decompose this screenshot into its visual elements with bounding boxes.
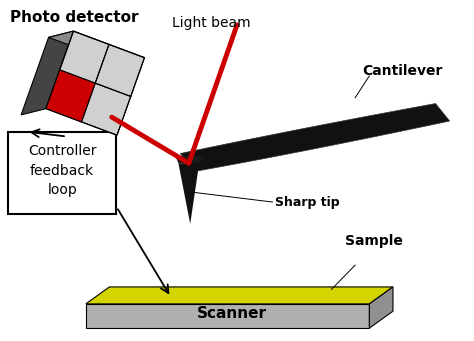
Text: Light beam: Light beam	[172, 16, 250, 30]
Polygon shape	[180, 104, 450, 172]
Polygon shape	[49, 31, 145, 64]
Text: Scanner: Scanner	[197, 306, 267, 321]
Polygon shape	[86, 287, 393, 304]
Polygon shape	[46, 70, 95, 122]
Text: Sharp tip: Sharp tip	[275, 195, 339, 209]
Polygon shape	[46, 31, 145, 135]
Polygon shape	[175, 156, 204, 163]
Text: Cantilever: Cantilever	[362, 64, 443, 78]
Text: Sample: Sample	[345, 234, 402, 248]
Polygon shape	[21, 31, 73, 115]
Bar	[8, 132, 117, 214]
Polygon shape	[178, 163, 199, 224]
Polygon shape	[369, 287, 393, 328]
Text: Controller
feedback
loop: Controller feedback loop	[28, 144, 96, 197]
Text: Photo detector: Photo detector	[10, 10, 139, 25]
Polygon shape	[86, 304, 369, 328]
